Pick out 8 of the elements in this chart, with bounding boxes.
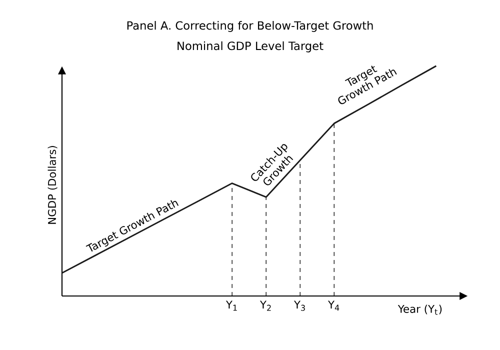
x-axis-title: Year (Y$_{t}$)	[398, 304, 442, 315]
x-tick-label: Y$_{3}$	[294, 300, 305, 311]
chart-title: Panel A. Correcting for Below-Target Growth	[127, 20, 373, 32]
y-axis-title: NGDP (Dollars)	[48, 146, 58, 224]
x-tick-label: Y$_{1}$	[226, 300, 237, 311]
x-tick-label: Y$_{2}$	[260, 300, 271, 311]
chart-subtitle: Nominal GDP Level Target	[178, 41, 324, 52]
x-tick-label: Y$_{4}$	[328, 300, 340, 311]
